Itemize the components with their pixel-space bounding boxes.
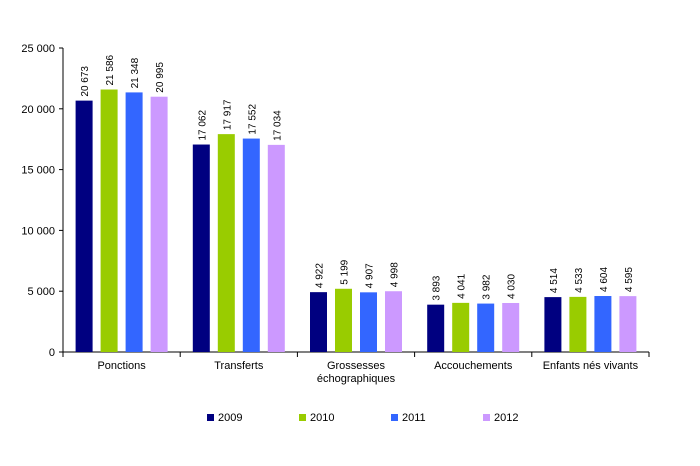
data-label: 4 922: [315, 263, 326, 288]
data-label: 20 995: [155, 62, 166, 93]
bar-2012: [385, 291, 402, 352]
bar-2009: [544, 297, 562, 352]
legend-label: 2011: [402, 412, 426, 424]
x-category-label: échographiques: [317, 373, 396, 385]
data-label: 21 586: [105, 54, 116, 85]
bar-2011: [360, 292, 377, 352]
bar-2012: [267, 144, 285, 352]
x-category-label: Grossesses: [327, 360, 386, 372]
legend-label: 2012: [494, 412, 518, 424]
bar-2009: [192, 144, 210, 352]
y-tick-label: 15 000: [21, 165, 55, 177]
data-label: 4 030: [507, 274, 518, 299]
bar-2012: [619, 296, 637, 352]
bar-2010: [569, 296, 587, 352]
bar-2010: [452, 302, 470, 352]
legend-swatch-2012: [483, 414, 490, 421]
y-tick-label: 25 000: [21, 43, 55, 55]
data-label: 21 348: [130, 57, 141, 88]
bar-2011: [242, 138, 260, 352]
data-label: 4 595: [624, 267, 635, 292]
legend-label: 2010: [310, 412, 334, 424]
data-label: 3 982: [482, 274, 493, 299]
bar-2009: [310, 292, 327, 352]
data-label: 4 998: [390, 262, 401, 287]
legend-swatch-2011: [391, 414, 398, 421]
data-label: 20 673: [80, 66, 91, 97]
bar-2009: [427, 304, 445, 352]
data-label: 17 062: [197, 110, 208, 141]
x-category-label: Transferts: [214, 360, 264, 372]
data-label: 17 552: [247, 104, 258, 135]
y-tick-label: 20 000: [21, 104, 55, 116]
bar-2011: [477, 303, 495, 352]
data-label: 4 907: [365, 263, 376, 288]
y-tick-label: 5 000: [27, 286, 55, 298]
bar-2011: [125, 92, 143, 352]
bar-2010: [217, 134, 235, 352]
bar-2009: [75, 100, 93, 352]
x-category-label: Accouchements: [434, 360, 513, 372]
data-label: 17 034: [272, 110, 283, 141]
legend-label: 2009: [218, 412, 242, 424]
data-label: 17 917: [222, 99, 233, 130]
bar-2011: [594, 296, 612, 352]
data-label: 3 893: [432, 275, 443, 300]
data-label: 4 533: [574, 267, 585, 292]
data-label: 4 041: [457, 273, 468, 298]
data-label: 4 514: [549, 268, 560, 293]
data-label: 4 604: [599, 267, 610, 292]
bar-2012: [150, 96, 168, 352]
bar-2010: [100, 89, 118, 353]
x-category-label: Enfants nés vivants: [543, 360, 639, 372]
y-tick-label: 10 000: [21, 225, 55, 237]
y-tick-label: 0: [49, 347, 55, 359]
bar-2012: [502, 302, 520, 352]
bar-2010: [335, 288, 352, 352]
data-label: 5 199: [340, 259, 351, 284]
x-category-label: Ponctions: [97, 360, 146, 372]
legend-swatch-2010: [299, 414, 306, 421]
legend-swatch-2009: [207, 414, 214, 421]
